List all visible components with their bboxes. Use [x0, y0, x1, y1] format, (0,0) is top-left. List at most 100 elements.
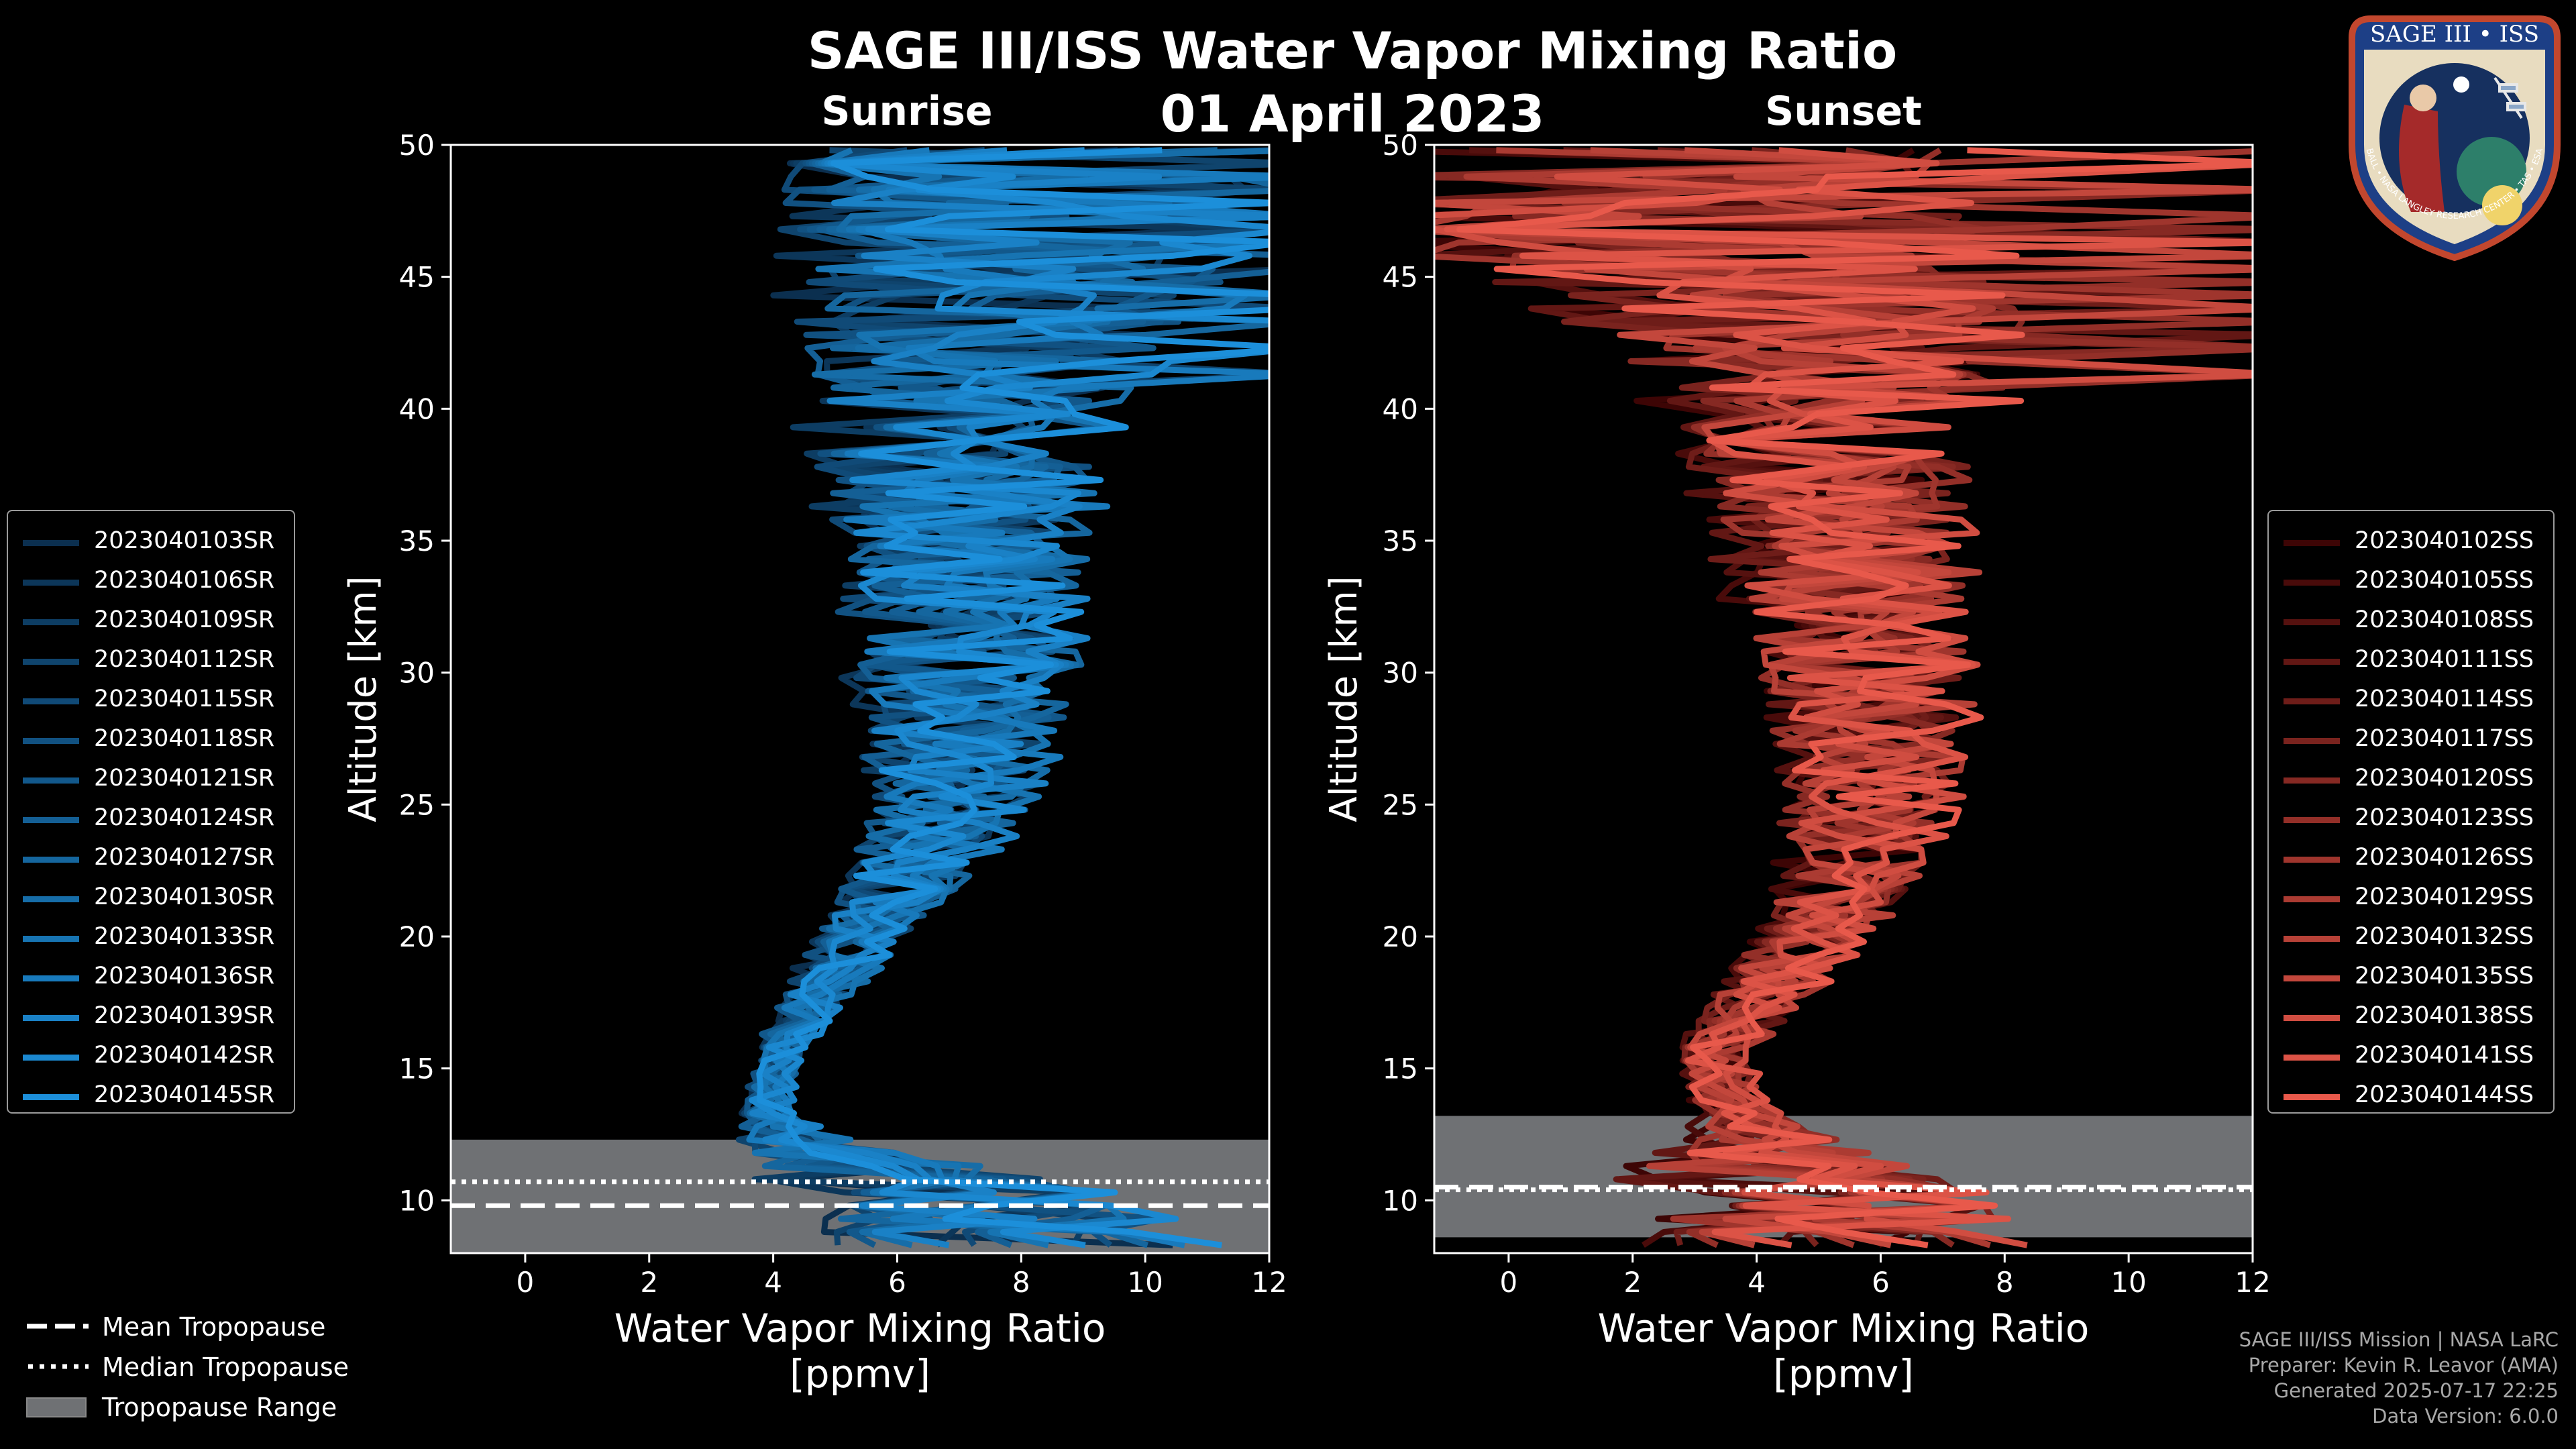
sunrise-panel: 0 2 4 6 8 10 12 10 15 20 25 30 35 40 45 50 Sunrise Alti… [341, 88, 1287, 1397]
sunrise-legend-label: 2023040112SR [94, 646, 275, 673]
sunrise-panel-title: Sunrise [821, 88, 992, 135]
sunset-legend-entry: 2023040126SS [2269, 840, 2553, 879]
sunrise-legend-entry: 2023040133SR [8, 919, 294, 958]
sunrise-x-tick-label: 8 [1012, 1266, 1030, 1299]
sunset-x-axis-label-line2: [ppmv] [1773, 1351, 1914, 1397]
sunrise-legend-line-swatch [23, 896, 79, 902]
sunset-legend-entry: 2023040120SS [2269, 761, 2553, 800]
sunrise-x-tick-label: 0 [517, 1266, 535, 1299]
sunset-y-tick-label: 45 [1383, 261, 1418, 294]
iss-icon [2493, 76, 2526, 119]
sunrise-legend-label: 2023040130SR [94, 883, 275, 910]
sunrise-legend-line-swatch [23, 659, 79, 665]
sunset-y-axis-label: Altitude [km] [1322, 576, 1366, 822]
sunrise-y-tick-label: 10 [399, 1184, 435, 1217]
sunset-y-tick-label: 25 [1383, 788, 1418, 821]
sunrise-y-tick-label: 35 [399, 525, 435, 557]
sunrise-legend-label: 2023040139SR [94, 1002, 275, 1029]
sunrise-legend-label: 2023040133SR [94, 923, 275, 950]
sunset-legend-label: 2023040129SS [2355, 883, 2534, 910]
sunrise-legend-entry: 2023040124SR [8, 800, 294, 839]
sunrise-legend-line-swatch [23, 1015, 79, 1021]
sunrise-legend-entry: 2023040121SR [8, 761, 294, 800]
sunrise-y-tick-label: 45 [399, 261, 435, 294]
sunrise-x-tick-label: 12 [1251, 1266, 1287, 1299]
sunset-legend-label: 2023040120SS [2355, 765, 2534, 792]
sunrise-y-tick-label: 15 [399, 1053, 435, 1085]
sunset-legend-line-swatch [2284, 1015, 2340, 1021]
sun-icon [2482, 185, 2522, 225]
figure-head-icon [2410, 85, 2436, 111]
sunrise-legend-entry: 2023040109SR [8, 602, 294, 641]
sunrise-legend-line-swatch [23, 619, 79, 625]
credits-block: SAGE III/ISS Mission | NASA LaRC Prepare… [2239, 1327, 2559, 1429]
sunset-y-tick-label: 30 [1383, 657, 1418, 690]
sunset-legend-entry: 2023040111SS [2269, 642, 2553, 681]
sunset-legend-label: 2023040108SS [2355, 606, 2534, 633]
sunset-x-axis-label-line1: Water Vapor Mixing Ratio [1598, 1305, 2090, 1351]
sunset-x-tick-label: 8 [1996, 1266, 2014, 1299]
sunrise-legend-line-swatch [23, 975, 79, 981]
sunrise-y-tick-label: 25 [399, 788, 435, 821]
sunset-legend-entry: 2023040129SS [2269, 879, 2553, 918]
sunset-legend-line-swatch [2284, 936, 2340, 942]
sunset-legend-line-swatch [2284, 817, 2340, 823]
sunrise-y-tick-label: 30 [399, 657, 435, 690]
sunset-legend-entry: 2023040105SS [2269, 563, 2553, 602]
sunset-x-tick-label: 0 [1500, 1266, 1518, 1299]
sunset-legend-line-swatch [2284, 580, 2340, 586]
sunrise-x-tick-label: 6 [888, 1266, 906, 1299]
sunrise-legend-entry: 2023040136SR [8, 959, 294, 998]
sunset-legend-label: 2023040102SS [2355, 527, 2534, 554]
date-subtitle: 01 April 2023 [1160, 84, 1544, 144]
sunset-y-tick-label: 10 [1383, 1184, 1418, 1217]
sunrise-y-tick-label: 40 [399, 392, 435, 425]
sunset-panel: 0 2 4 6 8 10 12 10 15 20 25 30 35 40 45 50 Sunset Altit… [1322, 88, 2271, 1397]
sunrise-legend-label: 2023040136SR [94, 963, 275, 989]
sunset-legend-line-swatch [2284, 540, 2340, 546]
sunset-legend: 2023040102SS 2023040105SS 2023040108SS 2023… [2267, 510, 2555, 1114]
credits-mission: SAGE III/ISS Mission | NASA LaRC [2239, 1328, 2559, 1351]
gray-box-icon [26, 1397, 87, 1417]
sunrise-legend-entry: 2023040103SR [8, 523, 294, 562]
sunrise-legend-line-swatch [23, 857, 79, 863]
sunset-legend-label: 2023040132SS [2355, 923, 2534, 950]
sunrise-legend-entry: 2023040127SR [8, 840, 294, 879]
sunset-legend-label: 2023040111SS [2355, 646, 2534, 673]
sunrise-legend-line-swatch [23, 580, 79, 586]
sunset-legend-entry: 2023040102SS [2269, 523, 2553, 562]
sunrise-legend-label: 2023040142SR [94, 1042, 275, 1069]
sunset-legend-line-swatch [2284, 857, 2340, 863]
credits-data-version: Data Version: 6.0.0 [2372, 1405, 2559, 1428]
sunrise-legend-label: 2023040106SR [94, 567, 275, 594]
tropopause-range-label: Tropopause Range [102, 1393, 337, 1422]
sunrise-x-tick-label: 4 [764, 1266, 782, 1299]
sunrise-legend-line-swatch [23, 1094, 79, 1100]
sunset-x-tick-label: 10 [2110, 1266, 2146, 1299]
sunrise-legend-entry: 2023040115SR [8, 682, 294, 720]
sunset-y-tick-label: 20 [1383, 920, 1418, 953]
sunrise-legend-line-swatch [23, 936, 79, 942]
sunset-profile-2023040144SS [1456, 147, 2253, 1248]
sunset-panel-title: Sunset [1765, 88, 1922, 135]
sunset-profile-2023040141SS [1444, 162, 2253, 1248]
sunrise-axes-frame [449, 144, 1271, 1254]
sunrise-legend-entry: 2023040118SR [8, 721, 294, 760]
sunrise-legend-entry: 2023040106SR [8, 563, 294, 602]
sunset-legend-label: 2023040105SS [2355, 567, 2534, 594]
moon-icon [2453, 76, 2469, 93]
sunset-x-tick-label: 6 [1872, 1266, 1890, 1299]
sunset-legend-entry: 2023040108SS [2269, 602, 2553, 641]
sunrise-legend-line-swatch [23, 540, 79, 546]
sunset-legend-line-swatch [2284, 975, 2340, 981]
dotted-line-icon [28, 1364, 89, 1369]
sunrise-legend-label: 2023040118SR [94, 725, 275, 752]
sunset-legend-entry: 2023040138SS [2269, 998, 2553, 1037]
sunset-legend-line-swatch [2284, 777, 2340, 784]
sunrise-legend-label: 2023040103SR [94, 527, 275, 554]
sunset-legend-line-swatch [2284, 1055, 2340, 1061]
sunrise-legend-line-swatch [23, 698, 79, 704]
sunrise-legend-line-swatch [23, 1055, 79, 1061]
sunrise-x-axis-label-line1: Water Vapor Mixing Ratio [614, 1305, 1106, 1351]
sunrise-x-axis-label-line2: [ppmv] [790, 1351, 930, 1397]
